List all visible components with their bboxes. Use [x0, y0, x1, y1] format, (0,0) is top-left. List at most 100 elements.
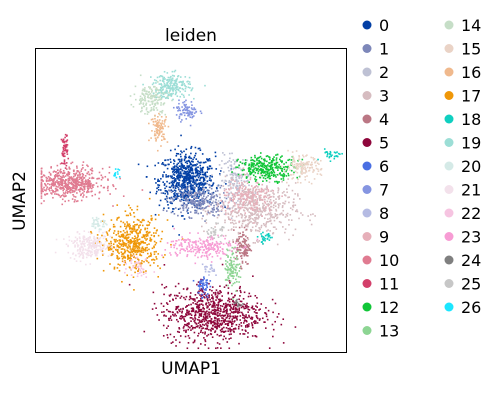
point	[190, 185, 193, 187]
point	[201, 290, 204, 293]
point	[302, 154, 304, 157]
point	[271, 166, 274, 169]
point	[247, 175, 250, 177]
point	[274, 215, 277, 218]
point	[189, 124, 192, 127]
point	[97, 177, 99, 180]
point	[209, 285, 212, 288]
point	[194, 152, 197, 155]
point	[122, 245, 125, 248]
point	[251, 207, 254, 210]
point	[107, 179, 109, 181]
point	[219, 313, 221, 315]
point	[232, 312, 235, 314]
point	[122, 221, 125, 224]
point	[178, 117, 181, 120]
point	[327, 152, 329, 155]
point	[212, 313, 214, 315]
point	[229, 218, 232, 221]
point	[191, 104, 193, 107]
point	[113, 268, 116, 270]
point	[310, 182, 313, 185]
point	[222, 171, 225, 173]
point	[234, 167, 237, 170]
point	[341, 152, 343, 155]
point	[205, 303, 207, 306]
point	[212, 320, 215, 323]
point	[179, 192, 182, 194]
point	[218, 203, 220, 206]
point	[240, 244, 243, 247]
point	[216, 190, 219, 192]
point	[240, 325, 243, 327]
point	[156, 101, 158, 104]
point	[247, 325, 250, 327]
point	[227, 327, 230, 330]
point	[253, 204, 256, 207]
point	[156, 190, 158, 193]
point	[306, 162, 309, 165]
point	[244, 219, 247, 222]
point	[149, 264, 152, 267]
point	[203, 200, 206, 203]
point	[74, 196, 77, 198]
point	[187, 304, 190, 306]
point	[82, 192, 84, 194]
point	[96, 257, 99, 260]
point	[249, 190, 252, 193]
point	[170, 293, 172, 296]
point	[175, 297, 177, 300]
point	[179, 174, 182, 177]
point	[265, 196, 268, 199]
point	[207, 205, 209, 208]
point	[194, 327, 197, 329]
point	[135, 231, 138, 234]
point	[272, 204, 275, 206]
point	[234, 327, 237, 330]
point	[136, 223, 139, 226]
point	[162, 334, 165, 337]
point	[109, 228, 111, 231]
point	[247, 243, 250, 246]
point	[181, 314, 183, 317]
point	[119, 225, 122, 228]
point	[199, 187, 202, 190]
point	[251, 316, 254, 319]
point	[137, 234, 139, 236]
point	[181, 194, 183, 196]
point	[191, 160, 193, 163]
point	[295, 163, 298, 165]
point	[220, 308, 222, 311]
point	[336, 151, 338, 153]
point	[279, 172, 282, 174]
point	[210, 266, 213, 269]
point	[175, 339, 177, 341]
point	[117, 232, 120, 235]
point	[230, 198, 233, 201]
point	[196, 206, 198, 209]
point	[248, 188, 250, 191]
point	[247, 223, 249, 225]
point	[187, 334, 190, 337]
point	[218, 343, 221, 345]
point	[239, 196, 242, 198]
point	[133, 245, 136, 248]
point	[166, 167, 169, 170]
point	[259, 195, 261, 198]
point	[231, 320, 234, 322]
point	[221, 205, 224, 208]
point	[150, 97, 152, 100]
point	[192, 302, 194, 304]
point	[47, 183, 49, 185]
point	[181, 317, 184, 319]
point	[144, 227, 146, 230]
point	[152, 123, 155, 126]
point	[254, 167, 257, 169]
point	[288, 201, 290, 204]
point	[206, 200, 209, 202]
point	[326, 155, 328, 158]
point	[250, 316, 253, 319]
point	[88, 183, 91, 185]
point	[267, 172, 269, 175]
point	[265, 213, 267, 216]
